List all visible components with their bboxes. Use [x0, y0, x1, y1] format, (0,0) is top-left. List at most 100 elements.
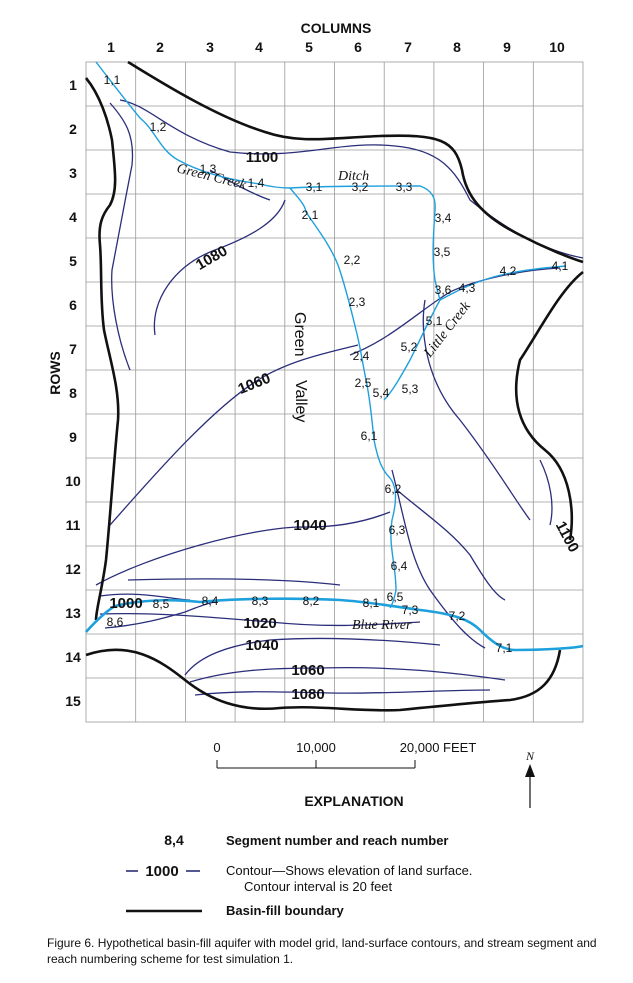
- green-valley-label-1: Green: [291, 312, 308, 356]
- row-number: 15: [65, 693, 81, 709]
- column-number: 6: [354, 39, 362, 55]
- reach-label: 7,1: [496, 641, 513, 655]
- little-creek-stream: [383, 265, 567, 401]
- contour-label: 1040: [293, 517, 326, 534]
- reach-label: 2,2: [344, 253, 361, 267]
- north-arrow-icon: [525, 764, 535, 777]
- reach-label: 4,3: [459, 281, 476, 295]
- contour-label: 1040: [245, 637, 278, 654]
- column-number: 9: [503, 39, 511, 55]
- column-number: 4: [255, 39, 263, 55]
- reach-label: 3,6: [435, 283, 452, 297]
- segment-6-stream: [373, 439, 397, 609]
- legend-contour-symbol: 1000: [145, 863, 178, 880]
- contour-line: [109, 344, 359, 526]
- green-creek-stream: [95, 61, 291, 189]
- green-valley-label-2: Valley: [292, 380, 309, 422]
- scale-tick-label: 0: [213, 740, 220, 755]
- reach-label: 4,1: [552, 259, 569, 273]
- row-number: 4: [69, 209, 77, 225]
- north-arrow: N: [525, 749, 535, 808]
- contour-label: 1100: [552, 519, 582, 556]
- model-grid: [85, 61, 584, 723]
- row-number: 6: [69, 297, 77, 313]
- contour-line: [95, 511, 391, 586]
- north-label: N: [525, 749, 535, 763]
- reach-label: 5,1: [426, 314, 443, 328]
- row-number: 8: [69, 385, 77, 401]
- row-number: 5: [69, 253, 77, 269]
- reach-label: 7,2: [449, 609, 466, 623]
- reach-label: 3,3: [396, 180, 413, 194]
- contour-line: [209, 169, 271, 201]
- reach-label: 2,4: [353, 349, 370, 363]
- reach-label: 2,1: [302, 208, 319, 222]
- reach-label: 8,5: [153, 597, 170, 611]
- row-number: 9: [69, 429, 77, 445]
- contour-line: [127, 578, 341, 586]
- column-number: 5: [305, 39, 313, 55]
- column-number: 8: [453, 39, 461, 55]
- contour-label: 1060: [291, 662, 324, 679]
- scale-tick-label: 10,000: [296, 740, 336, 755]
- reach-label: 5,3: [402, 382, 419, 396]
- reach-label: 8,6: [107, 615, 124, 629]
- contour-line: [391, 469, 486, 649]
- legend-contour-text-2: Contour interval is 20 feet: [244, 879, 393, 894]
- reach-label: 3,4: [435, 211, 452, 225]
- ditch-stream: [289, 185, 441, 301]
- scale-bar: 0 10,000 20,000 FEET: [213, 740, 477, 769]
- reach-label: 4,2: [500, 264, 517, 278]
- reach-label: 3,1: [306, 180, 323, 194]
- row-number: 11: [66, 517, 81, 533]
- reach-label: 5,2: [401, 340, 418, 354]
- contour-line: [184, 637, 441, 676]
- row-numbers: 1 2 3 4 5 6 7 8 9 10 11 12 13 14 15: [65, 77, 81, 709]
- reach-label: 6,3: [389, 523, 406, 537]
- contour-label: 1080: [291, 686, 324, 703]
- contour-line: [539, 459, 553, 526]
- segment-2-stream: [289, 187, 375, 441]
- contours: [95, 99, 584, 696]
- reach-labels: 1,1 1,2 1,3 1,4 2,1 2,2 2,3 2,4 2,5 3,1 …: [104, 73, 569, 655]
- blue-river-stream: [85, 597, 584, 652]
- scale-tick-label: 20,000 FEET: [400, 740, 477, 755]
- streams: [85, 61, 584, 652]
- reach-label: 1,4: [248, 176, 265, 190]
- reach-label: 6,5: [387, 590, 404, 604]
- reach-label: 8,3: [252, 594, 269, 608]
- reach-label: 2,5: [355, 376, 372, 390]
- column-numbers: 1 2 3 4 5 6 7 8 9 10: [107, 39, 565, 55]
- explanation-title: EXPLANATION: [304, 793, 403, 809]
- reach-label: 8,4: [202, 594, 219, 608]
- contour-label: 1100: [246, 149, 279, 166]
- little-creek-label: Little Creek: [421, 299, 475, 362]
- contour-label: 1080: [193, 242, 230, 273]
- reach-label: 6,1: [361, 429, 378, 443]
- reach-label: 3,5: [434, 245, 451, 259]
- row-number: 10: [65, 473, 81, 489]
- contour-label: 1000: [109, 595, 142, 612]
- reach-label: 1,1: [104, 73, 121, 87]
- contour-line: [194, 689, 491, 696]
- contour-line: [109, 102, 134, 371]
- row-number: 1: [69, 77, 77, 93]
- legend-contour-text-1: Contour—Shows elevation of land surface.: [226, 863, 472, 878]
- reach-label: 6,2: [385, 482, 402, 496]
- reach-label: 8,2: [303, 594, 320, 608]
- contour-line: [189, 666, 506, 683]
- row-number: 7: [69, 341, 77, 357]
- column-number: 10: [549, 39, 565, 55]
- row-number: 3: [69, 165, 77, 181]
- column-number: 3: [206, 39, 214, 55]
- rows-title: ROWS: [47, 351, 63, 395]
- basin-fill-boundary: [84, 60, 584, 712]
- contour-label: 1020: [243, 615, 276, 632]
- row-number: 2: [69, 121, 77, 137]
- reach-label: 1,3: [200, 162, 217, 176]
- legend-reach-symbol: 8,4: [164, 832, 184, 848]
- legend-boundary-text: Basin-fill boundary: [226, 903, 345, 918]
- contour-labels: 1100 1080 1060 1040 1000 1020 1040 1060 …: [109, 149, 582, 703]
- contour-label: 1060: [236, 370, 273, 398]
